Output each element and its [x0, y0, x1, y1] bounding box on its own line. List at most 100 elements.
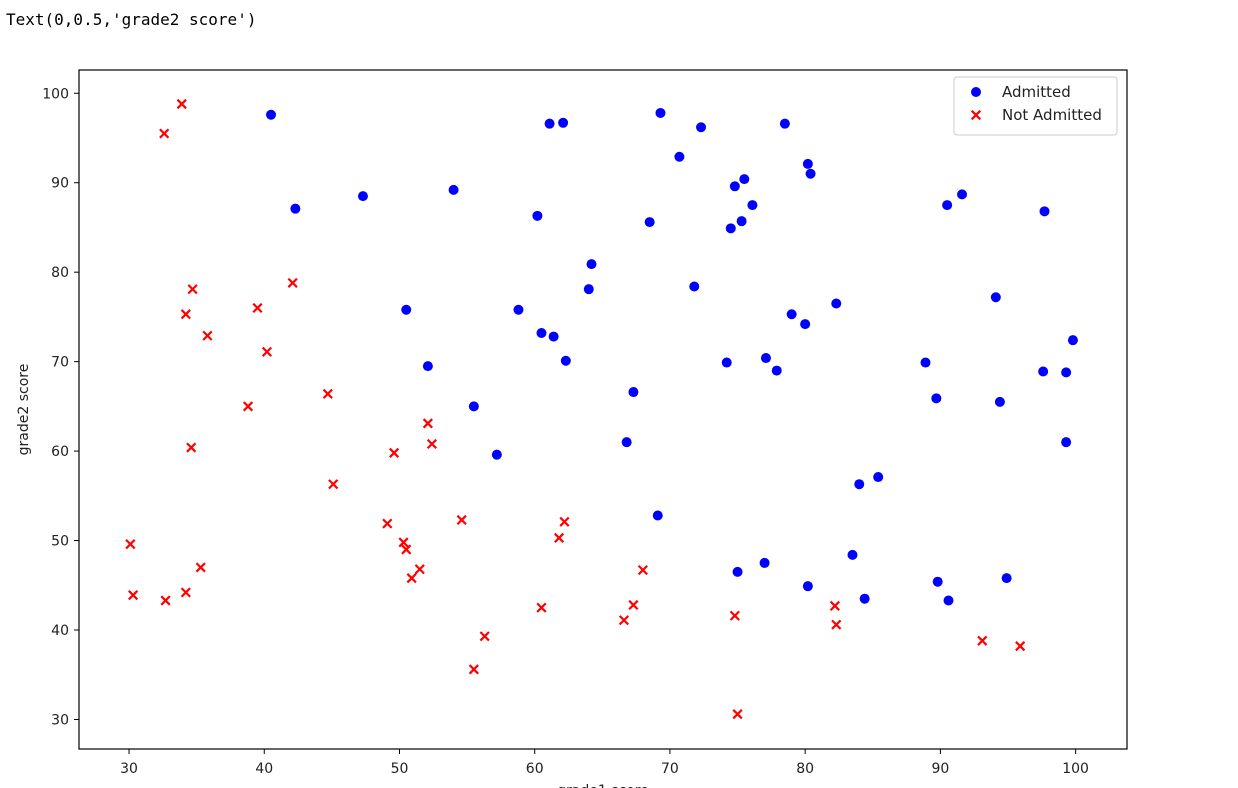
admitted-point: [513, 304, 524, 315]
y-axis-label: grade2 score: [16, 364, 32, 456]
x-stroke: [970, 109, 982, 121]
x-stroke: [829, 600, 840, 611]
cell-output-text: Text(0,0.5,'grade2 score'): [6, 10, 257, 29]
admitted-point: [736, 216, 747, 227]
admitted-point: [920, 357, 931, 368]
not-admitted-point: [628, 599, 639, 611]
x-tick-label: 90: [931, 761, 949, 777]
legend-label: Not Admitted: [1002, 106, 1102, 124]
admitted-point: [831, 298, 842, 309]
x-stroke: [328, 479, 339, 490]
x-stroke: [382, 518, 393, 529]
y-tick-label: 70: [51, 355, 69, 371]
data-points: [125, 98, 1078, 720]
x-stroke: [977, 635, 988, 646]
not-admitted-point: [559, 516, 570, 527]
x-stroke: [414, 564, 425, 575]
admitted-point: [802, 581, 813, 592]
x-stroke: [128, 590, 139, 601]
not-admitted-point: [422, 418, 433, 429]
not-admitted-point: [456, 514, 467, 526]
x-tick-label: 80: [796, 761, 814, 777]
not-admitted-point: [732, 709, 743, 720]
not-admitted-point: [187, 284, 198, 295]
y-tick-label: 60: [51, 444, 69, 460]
admitted-point: [1001, 573, 1012, 584]
admitted-point: [802, 158, 813, 169]
admitted-point: [544, 118, 555, 129]
admitted-point: [729, 181, 740, 192]
not-admitted-point: [553, 532, 565, 543]
not-admitted-point: [977, 635, 988, 646]
not-admitted-point: [195, 562, 206, 573]
admitted-point: [491, 449, 502, 460]
not-admitted-point: [180, 587, 191, 598]
x-stroke: [180, 587, 191, 598]
x-stroke: [637, 565, 648, 576]
x-stroke: [398, 537, 409, 548]
not-admitted-point: [160, 595, 171, 606]
admitted-point: [942, 200, 953, 211]
not-admitted-point: [536, 602, 547, 613]
admitted-point: [290, 203, 301, 214]
legend-x-marker: [970, 109, 982, 121]
not-admitted-point: [426, 438, 438, 450]
admitted-point: [779, 118, 790, 129]
x-stroke: [479, 631, 490, 642]
x-stroke: [180, 309, 191, 320]
not-admitted-point: [242, 401, 254, 412]
x-stroke: [1015, 641, 1026, 652]
not-admitted-point: [1015, 641, 1026, 652]
not-admitted-point: [125, 539, 136, 550]
not-admitted-point: [261, 346, 273, 357]
admitted-point: [932, 576, 943, 587]
admitted-point: [468, 401, 479, 412]
x-stroke: [468, 664, 479, 675]
admitted-point: [859, 593, 870, 604]
x-tick-label: 30: [120, 761, 138, 777]
not-admitted-point: [159, 128, 170, 139]
admitted-point: [800, 319, 811, 330]
admitted-point: [532, 210, 543, 221]
x-stroke: [287, 277, 298, 288]
legend-box: [953, 76, 1118, 136]
x-tick-label: 70: [661, 761, 679, 777]
not-admitted-point: [398, 537, 409, 548]
not-admitted-point: [729, 610, 740, 621]
admitted-point: [759, 557, 770, 568]
admitted-point: [621, 437, 632, 448]
legend: Admitted Not Admitted: [953, 76, 1118, 136]
admitted-point: [854, 479, 865, 490]
admitted-point: [674, 151, 685, 162]
not-admitted-point: [202, 330, 213, 341]
admitted-point: [655, 107, 666, 118]
admitted-point: [628, 387, 639, 398]
admitted-point: [931, 393, 942, 404]
x-stroke: [186, 442, 197, 453]
admitted-point: [652, 510, 663, 521]
admitted-point: [357, 191, 368, 202]
x-stroke: [401, 544, 412, 555]
admitted-point: [847, 549, 858, 560]
admitted-point: [1067, 335, 1078, 346]
y-tick-label: 100: [42, 86, 69, 102]
legend-label: Admitted: [1002, 83, 1071, 101]
x-stroke: [628, 599, 639, 611]
x-stroke: [195, 562, 206, 573]
admitted-point: [771, 365, 782, 376]
not-admitted-point: [637, 565, 648, 576]
admitted-point: [696, 122, 707, 133]
not-admitted-point: [287, 277, 298, 288]
admitted-point: [760, 353, 771, 364]
admitted-point: [747, 200, 758, 211]
admitted-point: [732, 566, 743, 577]
admitted-point: [266, 109, 277, 120]
x-stroke: [618, 615, 630, 626]
not-admitted-point: [414, 564, 425, 575]
admitted-point: [786, 309, 797, 320]
x-stroke: [732, 709, 743, 720]
not-admitted-point: [406, 573, 417, 584]
x-stroke: [422, 418, 433, 429]
admitted-point: [583, 284, 594, 295]
axes: 30 40 50 60 70 80 90 100 30 40 50 60 70 80 90 100 grade1…: [16, 69, 1128, 788]
